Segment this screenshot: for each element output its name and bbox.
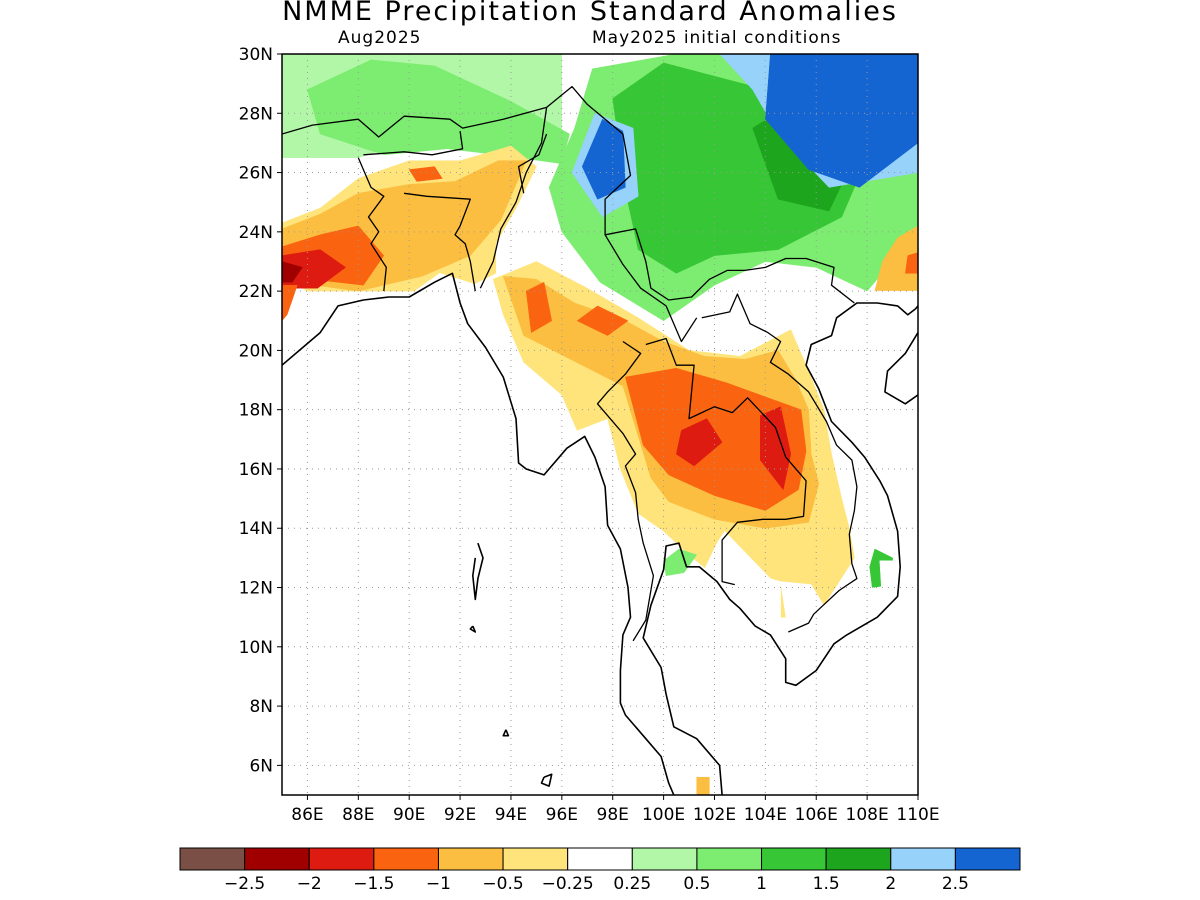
- colorbar-swatch: [373, 847, 439, 871]
- colorbar-label: 1: [756, 874, 767, 894]
- country-border-layer: [282, 85, 858, 642]
- anomaly-region: [525, 281, 552, 334]
- country-border: [363, 131, 464, 156]
- coastline: [502, 729, 510, 737]
- country-border: [645, 337, 807, 586]
- anomaly-region: [663, 548, 698, 576]
- latitude-tick-label: 6N: [249, 756, 273, 776]
- colorbar-swatch: [244, 847, 310, 871]
- colorbar-swatch: [825, 847, 892, 871]
- anomaly-region: [696, 776, 710, 795]
- longitude-axis: 86E 88E 90E 92E 94E 96E 98E 100E 102E 104E 106E 108…: [291, 795, 940, 825]
- anomaly-region: [282, 261, 303, 283]
- country-border: [596, 340, 655, 642]
- page-title: NMME Precipitation Standard Anomalies: [282, 0, 898, 27]
- longitude-tick-label: 92E: [444, 805, 476, 825]
- anomaly-region: [676, 418, 723, 467]
- longitude-tick-label: 102E: [693, 805, 736, 825]
- anomaly-region: [879, 560, 918, 795]
- latitude-tick-label: 8N: [249, 697, 273, 717]
- country-border: [479, 107, 548, 289]
- colorbar: −2.5 −2 −1.5 −1 −0.5 −0.25 0.25 0.5 1 1.5 2 2.5: [179, 847, 1021, 894]
- latitude-tick-label: 18N: [239, 401, 273, 421]
- colorbar-label: −1: [426, 874, 451, 894]
- anomaly-region: [765, 54, 918, 188]
- longitude-tick-label: 88E: [342, 805, 374, 825]
- anomaly-region: [408, 166, 443, 182]
- colorbar-swatch: [308, 847, 375, 871]
- colorbar-swatch: [761, 847, 827, 871]
- country-border: [404, 192, 476, 292]
- longitude-tick-label: 108E: [846, 805, 889, 825]
- colorbar-label: 0.25: [613, 874, 651, 894]
- colorbar-swatch: [437, 847, 504, 871]
- colorbar-swatch: [179, 847, 246, 871]
- longitude-tick-label: 104E: [744, 805, 787, 825]
- longitude-tick-label: 110E: [896, 805, 939, 825]
- map-frame: [281, 53, 919, 796]
- latitude-axis: 6N 8N 10N 12N 14N 16N 18N 20N 22N 24N 26N 28N 30N: [239, 45, 282, 776]
- coastline: [540, 773, 553, 787]
- longitude-tick-label: 94E: [495, 805, 527, 825]
- colorbar-swatch: [696, 847, 763, 871]
- longitude-tick-label: 86E: [291, 805, 323, 825]
- latitude-tick-label: 30N: [239, 45, 273, 65]
- coastline: [884, 332, 918, 405]
- colorbar-label: −1.5: [353, 874, 394, 894]
- anomaly-region: [831, 290, 918, 455]
- graticule: [282, 54, 918, 795]
- anomaly-map: [281, 53, 919, 796]
- colorbar-label: −2.5: [224, 874, 265, 894]
- coastline: [282, 272, 675, 795]
- initial-conditions-label: May2025 initial conditions: [592, 28, 842, 48]
- country-border: [604, 234, 698, 343]
- colorbar-label: 0.5: [683, 874, 710, 894]
- anomaly-region: [780, 581, 830, 653]
- latitude-tick-label: 24N: [239, 223, 273, 243]
- latitude-tick-label: 26N: [239, 164, 273, 184]
- latitude-tick-label: 12N: [239, 579, 273, 599]
- longitude-tick-label: 90E: [393, 805, 425, 825]
- country-border: [357, 157, 387, 292]
- coastline: [471, 542, 484, 601]
- country-border: [701, 293, 858, 633]
- colorbar-swatch: [631, 847, 698, 871]
- colorbar-label: −0.25: [542, 874, 594, 894]
- anomaly-region: [760, 406, 792, 491]
- colorbar-label: −0.5: [482, 874, 523, 894]
- latitude-tick-label: 20N: [239, 341, 273, 361]
- latitude-tick-label: 22N: [239, 282, 273, 302]
- colorbar-swatch: [567, 847, 633, 871]
- colorbar-label: −2: [297, 874, 322, 894]
- anomaly-region: [282, 273, 703, 795]
- colorbar-label: 2.5: [942, 874, 969, 894]
- anomaly-region: [576, 305, 629, 336]
- anomaly-region: [282, 249, 347, 289]
- coastline-layer: [282, 272, 918, 795]
- colorbar-swatch: [954, 847, 1021, 871]
- anomaly-fill-layer: [282, 54, 918, 795]
- longitude-tick-label: 100E: [642, 805, 685, 825]
- longitude-tick-label: 96E: [546, 805, 578, 825]
- valid-month-label: Aug2025: [338, 28, 422, 48]
- country-border: [517, 133, 548, 194]
- colorbar-label: 1.5: [813, 874, 840, 894]
- latitude-tick-label: 10N: [239, 638, 273, 658]
- longitude-tick-label: 98E: [597, 805, 629, 825]
- country-border: [282, 85, 855, 304]
- latitude-tick-label: 16N: [239, 460, 273, 480]
- coastline: [469, 625, 477, 633]
- latitude-tick-label: 28N: [239, 104, 273, 124]
- longitude-tick-label: 106E: [795, 805, 838, 825]
- anomaly-region: [282, 284, 298, 322]
- colorbar-swatch: [890, 847, 956, 871]
- latitude-tick-label: 14N: [239, 519, 273, 539]
- colorbar-label: 2: [885, 874, 896, 894]
- coastline: [642, 302, 918, 795]
- anomaly-region: [905, 252, 918, 274]
- colorbar-swatch: [502, 847, 569, 871]
